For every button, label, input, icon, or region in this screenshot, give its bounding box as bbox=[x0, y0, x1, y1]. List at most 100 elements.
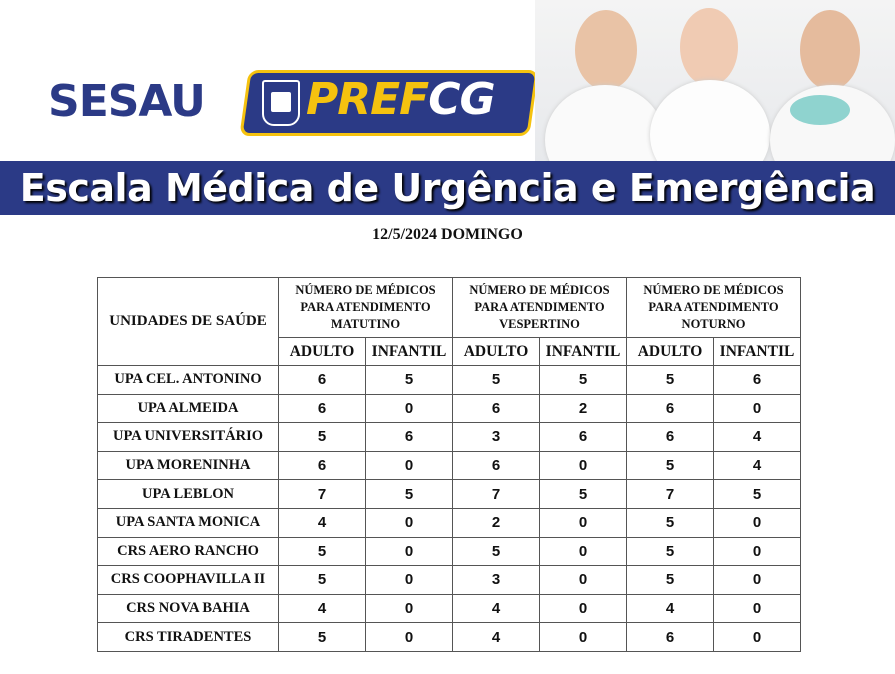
doctor-count: 4 bbox=[626, 593, 714, 624]
group-header-matutino: NÚMERO DE MÉDICOS PARA ATENDIMENTO MATUT… bbox=[278, 277, 453, 338]
doctor-count: 0 bbox=[539, 593, 627, 624]
table-row: CRS COOPHAVILLA II 5 0 3 0 5 0 bbox=[97, 565, 801, 595]
doctor-count: 6 bbox=[452, 450, 540, 481]
doctor-count: 3 bbox=[452, 565, 540, 595]
doctor-count: 6 bbox=[626, 393, 714, 424]
table-row: UPA CEL. ANTONINO 6 5 5 5 5 6 bbox=[97, 365, 801, 395]
schedule-table: UNIDADES DE SAÚDE NÚMERO DE MÉDICOS PARA… bbox=[97, 277, 801, 652]
doctor-count: 6 bbox=[278, 365, 366, 395]
group-header-vespertino: NÚMERO DE MÉDICOS PARA ATENDIMENTO VESPE… bbox=[452, 277, 627, 338]
doctor-count: 0 bbox=[539, 450, 627, 481]
doctor-count: 6 bbox=[626, 422, 714, 452]
subheader-infantil: INFANTIL bbox=[365, 337, 453, 366]
table-row: CRS AERO RANCHO 5 0 5 0 5 0 bbox=[97, 536, 801, 567]
doctor-count: 6 bbox=[452, 393, 540, 424]
page-title: Escala Médica de Urgência e Emergência bbox=[19, 166, 876, 210]
doctor-count: 5 bbox=[539, 365, 627, 395]
doctor-count: 6 bbox=[278, 393, 366, 424]
doctor-count: 5 bbox=[626, 450, 714, 481]
subheader-adulto: ADULTO bbox=[626, 337, 714, 366]
logo-pref: PREF bbox=[306, 74, 429, 125]
table-row: UPA SANTA MONICA 4 0 2 0 5 0 bbox=[97, 507, 801, 538]
doctor-count: 6 bbox=[713, 365, 801, 395]
unit-name: UPA LEBLON bbox=[97, 479, 279, 509]
unit-name: CRS TIRADENTES bbox=[97, 622, 279, 652]
doctor-count: 2 bbox=[539, 393, 627, 424]
table-row: CRS TIRADENTES 5 0 4 0 6 0 bbox=[97, 622, 801, 652]
doctor-count: 2 bbox=[452, 507, 540, 538]
doctor-count: 3 bbox=[452, 422, 540, 452]
doctor-count: 5 bbox=[452, 365, 540, 395]
doctor-count: 0 bbox=[365, 593, 453, 624]
doctor-count: 7 bbox=[452, 479, 540, 509]
doctor-count: 6 bbox=[539, 422, 627, 452]
subheader-infantil: INFANTIL bbox=[713, 337, 801, 366]
doctor-count: 7 bbox=[626, 479, 714, 509]
subheader-adulto: ADULTO bbox=[452, 337, 540, 366]
table-row: UPA LEBLON 7 5 7 5 7 5 bbox=[97, 479, 801, 509]
doctor-count: 5 bbox=[626, 565, 714, 595]
doctor-count: 5 bbox=[626, 536, 714, 567]
doctor-count: 5 bbox=[626, 365, 714, 395]
doctor-count: 0 bbox=[713, 536, 801, 567]
group-header-noturno: NÚMERO DE MÉDICOS PARA ATENDIMENTO NOTUR… bbox=[626, 277, 801, 338]
unit-name: UPA CEL. ANTONINO bbox=[97, 365, 279, 395]
unit-name: UPA ALMEIDA bbox=[97, 393, 279, 424]
doctor-count: 5 bbox=[713, 479, 801, 509]
doctors-photo bbox=[535, 0, 895, 195]
doctor-count: 5 bbox=[278, 422, 366, 452]
doctor-count: 5 bbox=[278, 565, 366, 595]
prefcg-logo-text: PREFCG bbox=[306, 74, 496, 125]
doctor-count: 0 bbox=[365, 450, 453, 481]
doctor-count: 5 bbox=[452, 536, 540, 567]
doctor-count: 0 bbox=[365, 393, 453, 424]
doctor-count: 0 bbox=[539, 536, 627, 567]
unit-name: CRS NOVA BAHIA bbox=[97, 593, 279, 624]
logo-cg: CG bbox=[428, 74, 495, 125]
doctor-count: 0 bbox=[713, 593, 801, 624]
doctor-count: 0 bbox=[539, 507, 627, 538]
doctor-count: 4 bbox=[713, 422, 801, 452]
doctor-count: 5 bbox=[539, 479, 627, 509]
unit-name: UPA MORENINHA bbox=[97, 450, 279, 481]
title-banner bbox=[0, 161, 895, 215]
subheader-adulto: ADULTO bbox=[278, 337, 366, 366]
doctor-count: 5 bbox=[365, 365, 453, 395]
doctor-count: 0 bbox=[365, 565, 453, 595]
doctor-count: 4 bbox=[713, 450, 801, 481]
doctor-count: 0 bbox=[713, 622, 801, 652]
doctor-count: 6 bbox=[365, 422, 453, 452]
doctor-count: 4 bbox=[278, 507, 366, 538]
doctor-count: 0 bbox=[713, 393, 801, 424]
unit-name: UPA UNIVERSITÁRIO bbox=[97, 422, 279, 452]
doctor-count: 0 bbox=[365, 536, 453, 567]
table-row: CRS NOVA BAHIA 4 0 4 0 4 0 bbox=[97, 593, 801, 624]
doctor-count: 5 bbox=[626, 507, 714, 538]
table-row: UPA UNIVERSITÁRIO 5 6 3 6 6 4 bbox=[97, 422, 801, 452]
doctor-count: 4 bbox=[452, 622, 540, 652]
doctor-count: 0 bbox=[539, 622, 627, 652]
doctor-count: 0 bbox=[365, 507, 453, 538]
city-crest-icon bbox=[262, 80, 300, 126]
doctor-count: 5 bbox=[278, 622, 366, 652]
doctor-count: 0 bbox=[713, 507, 801, 538]
doctor-count: 0 bbox=[365, 622, 453, 652]
doctor-count: 6 bbox=[626, 622, 714, 652]
unit-name: CRS COOPHAVILLA II bbox=[97, 565, 279, 595]
unit-name: CRS AERO RANCHO bbox=[97, 536, 279, 567]
sesau-logo: SESAU bbox=[48, 76, 206, 127]
table-row: UPA MORENINHA 6 0 6 0 5 4 bbox=[97, 450, 801, 481]
unit-header: UNIDADES DE SAÚDE bbox=[97, 277, 279, 366]
doctor-count: 0 bbox=[539, 565, 627, 595]
schedule-date: 12/5/2024 DOMINGO bbox=[372, 226, 523, 243]
doctor-count: 5 bbox=[365, 479, 453, 509]
doctor-count: 4 bbox=[278, 593, 366, 624]
doctor-count: 6 bbox=[278, 450, 366, 481]
doctor-count: 4 bbox=[452, 593, 540, 624]
subheader-infantil: INFANTIL bbox=[539, 337, 627, 366]
doctor-count: 7 bbox=[278, 479, 366, 509]
unit-name: UPA SANTA MONICA bbox=[97, 507, 279, 538]
doctor-count: 5 bbox=[278, 536, 366, 567]
doctor-count: 0 bbox=[713, 565, 801, 595]
table-row: UPA ALMEIDA 6 0 6 2 6 0 bbox=[97, 393, 801, 424]
